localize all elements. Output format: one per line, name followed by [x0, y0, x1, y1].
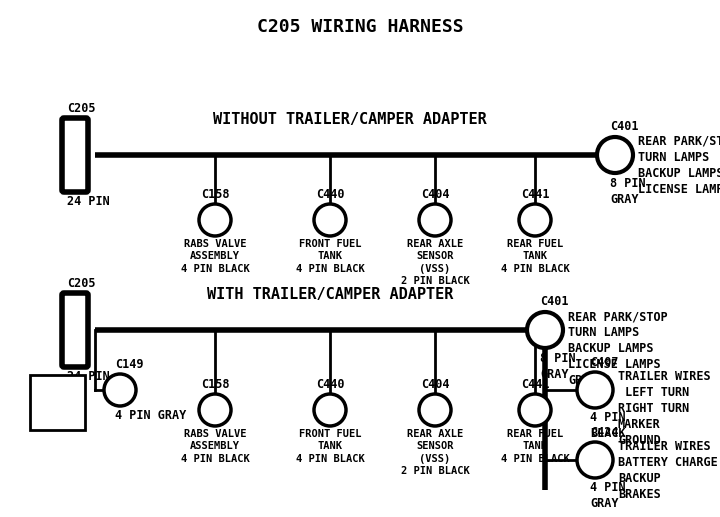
Text: C441: C441 — [521, 378, 549, 391]
Text: FRONT FUEL
TANK
4 PIN BLACK: FRONT FUEL TANK 4 PIN BLACK — [296, 239, 364, 274]
Text: C205 WIRING HARNESS: C205 WIRING HARNESS — [257, 18, 463, 36]
Text: FRONT FUEL
TANK
4 PIN BLACK: FRONT FUEL TANK 4 PIN BLACK — [296, 429, 364, 464]
Circle shape — [314, 204, 346, 236]
Text: 4 PIN
GRAY: 4 PIN GRAY — [590, 481, 626, 510]
Text: TRAILER
RELAY
BOX: TRAILER RELAY BOX — [35, 385, 79, 420]
Circle shape — [419, 204, 451, 236]
Text: REAR AXLE
SENSOR
(VSS)
2 PIN BLACK: REAR AXLE SENSOR (VSS) 2 PIN BLACK — [400, 429, 469, 476]
Text: WITH TRAILER/CAMPER ADAPTER: WITH TRAILER/CAMPER ADAPTER — [207, 287, 453, 302]
Text: 24 PIN: 24 PIN — [67, 195, 109, 208]
Text: C149: C149 — [115, 358, 143, 371]
FancyBboxPatch shape — [62, 118, 88, 192]
Text: C158: C158 — [201, 188, 229, 201]
Text: 8 PIN
GRAY: 8 PIN GRAY — [540, 352, 575, 381]
Circle shape — [597, 137, 633, 173]
Circle shape — [519, 394, 551, 426]
Text: C441: C441 — [521, 188, 549, 201]
Text: C205: C205 — [67, 102, 96, 115]
Text: C158: C158 — [201, 378, 229, 391]
Circle shape — [104, 374, 136, 406]
Circle shape — [577, 372, 613, 408]
Text: C404: C404 — [420, 188, 449, 201]
Text: REAR PARK/STOP
TURN LAMPS
BACKUP LAMPS
LICENSE LAMPS: REAR PARK/STOP TURN LAMPS BACKUP LAMPS L… — [638, 135, 720, 196]
Text: 4 PIN
BLACK: 4 PIN BLACK — [590, 411, 626, 440]
Circle shape — [519, 204, 551, 236]
Text: 24 PIN: 24 PIN — [67, 370, 109, 383]
Text: REAR FUEL
TANK
4 PIN BLACK: REAR FUEL TANK 4 PIN BLACK — [500, 429, 570, 464]
Text: RABS VALVE
ASSEMBLY
4 PIN BLACK: RABS VALVE ASSEMBLY 4 PIN BLACK — [181, 429, 249, 464]
Text: C440: C440 — [316, 188, 344, 201]
FancyBboxPatch shape — [62, 293, 88, 367]
Text: C205: C205 — [67, 277, 96, 290]
Circle shape — [199, 394, 231, 426]
Text: TRAILER WIRES
 LEFT TURN
RIGHT TURN
MARKER
GROUND: TRAILER WIRES LEFT TURN RIGHT TURN MARKE… — [618, 370, 711, 447]
Text: C424: C424 — [590, 426, 618, 439]
Text: 8 PIN
GRAY: 8 PIN GRAY — [610, 177, 646, 206]
Text: C401: C401 — [540, 295, 569, 308]
Text: 4 PIN GRAY: 4 PIN GRAY — [115, 409, 186, 422]
Bar — [30, 375, 85, 430]
Text: C440: C440 — [316, 378, 344, 391]
Circle shape — [314, 394, 346, 426]
Text: REAR AXLE
SENSOR
(VSS)
2 PIN BLACK: REAR AXLE SENSOR (VSS) 2 PIN BLACK — [400, 239, 469, 286]
Circle shape — [419, 394, 451, 426]
Text: C407: C407 — [590, 356, 618, 369]
Text: C401: C401 — [610, 120, 639, 133]
Text: TRAILER WIRES
BATTERY CHARGE
BACKUP
BRAKES: TRAILER WIRES BATTERY CHARGE BACKUP BRAK… — [618, 440, 718, 501]
Text: WITHOUT TRAILER/CAMPER ADAPTER: WITHOUT TRAILER/CAMPER ADAPTER — [213, 112, 487, 127]
Text: C404: C404 — [420, 378, 449, 391]
Text: REAR FUEL
TANK
4 PIN BLACK: REAR FUEL TANK 4 PIN BLACK — [500, 239, 570, 274]
Text: REAR PARK/STOP
TURN LAMPS
BACKUP LAMPS
LICENSE LAMPS
GROUND: REAR PARK/STOP TURN LAMPS BACKUP LAMPS L… — [568, 310, 667, 387]
Circle shape — [577, 442, 613, 478]
Text: RABS VALVE
ASSEMBLY
4 PIN BLACK: RABS VALVE ASSEMBLY 4 PIN BLACK — [181, 239, 249, 274]
Circle shape — [527, 312, 563, 348]
Circle shape — [199, 204, 231, 236]
